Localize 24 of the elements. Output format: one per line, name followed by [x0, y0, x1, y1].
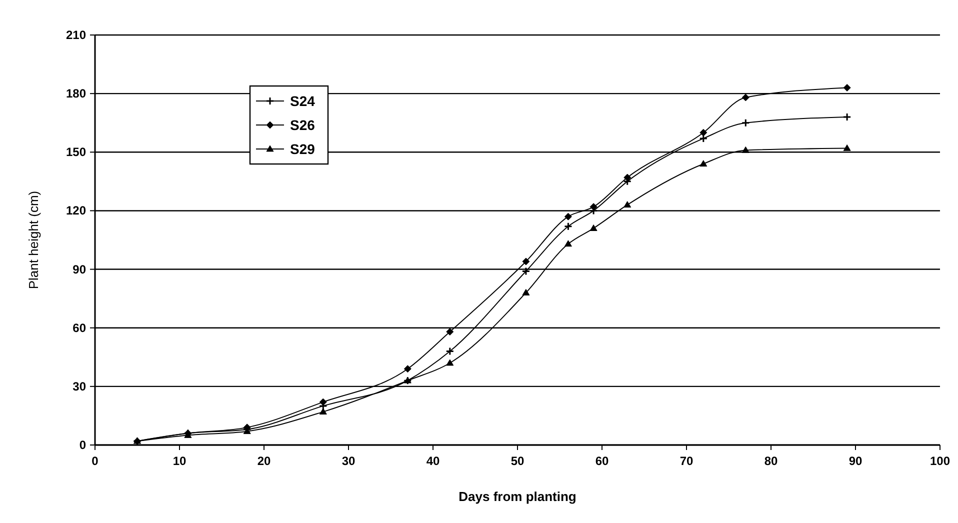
legend-label: S26 [290, 117, 316, 133]
x-tick-label: 20 [257, 454, 271, 468]
x-axis-title: Days from planting [458, 489, 576, 504]
y-tick-label: 120 [66, 204, 86, 218]
x-tick-label: 0 [92, 454, 99, 468]
x-tick-label: 80 [764, 454, 778, 468]
x-tick-label: 40 [426, 454, 440, 468]
y-tick-label: 60 [72, 320, 86, 335]
y-tick-label: 150 [66, 145, 86, 160]
y-tick-label: 30 [72, 379, 86, 394]
legend-label: S29 [290, 141, 316, 157]
x-tick-label: 30 [342, 454, 356, 468]
x-tick-label: 10 [172, 454, 186, 468]
x-tick-label: 100 [930, 454, 950, 468]
y-axis-title: Plant height (cm) [26, 190, 41, 290]
y-tick-label: 90 [72, 262, 86, 276]
legend-label: S24 [290, 93, 316, 109]
x-tick-label: 90 [848, 454, 862, 468]
y-tick-label: 0 [79, 438, 86, 452]
x-tick-label: 70 [680, 454, 694, 468]
y-tick-label: 210 [66, 28, 86, 42]
x-tick-label: 60 [595, 454, 609, 468]
x-tick-label: 50 [510, 454, 524, 468]
y-tick-label: 180 [66, 86, 86, 101]
